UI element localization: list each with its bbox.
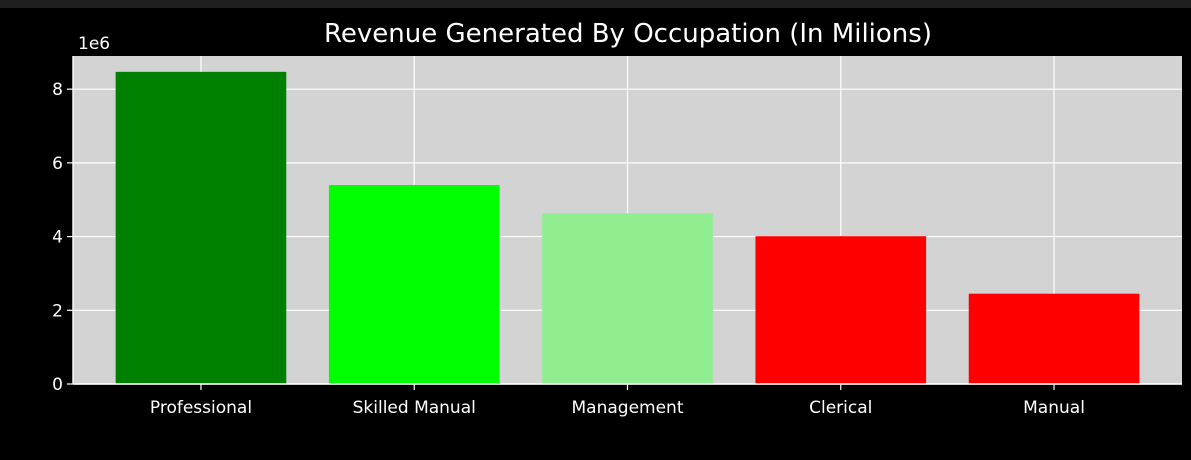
bar-professional	[115, 71, 287, 384]
bar-clerical	[755, 236, 927, 384]
x-tick-label: Management	[572, 398, 684, 418]
y-tick-label: 2	[52, 301, 63, 321]
x-tick-label: Professional	[150, 398, 252, 418]
y-tick-label: 4	[52, 228, 63, 248]
bar-skilled-manual	[328, 184, 500, 384]
y-tick-label: 6	[52, 154, 63, 174]
y-tick-label: 0	[52, 375, 63, 395]
window-top-strip	[0, 0, 1191, 8]
y-tick-label: 8	[52, 80, 63, 100]
bar-manual	[968, 293, 1140, 384]
x-tick-label: Clerical	[809, 398, 872, 418]
chart-title: Revenue Generated By Occupation (In Mili…	[324, 19, 932, 49]
y-axis-scale-label: 1e6	[78, 34, 110, 54]
bar-management	[542, 213, 713, 384]
x-tick-label: Skilled Manual	[353, 398, 476, 418]
x-tick-label: Manual	[1023, 398, 1085, 418]
